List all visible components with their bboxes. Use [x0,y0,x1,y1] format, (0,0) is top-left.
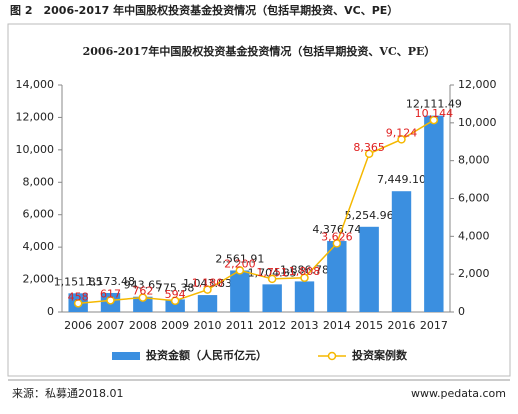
line-value-label: 617 [100,287,121,300]
line-value-label: 3,626 [321,230,353,243]
y-tick-label: 8,000 [23,175,55,188]
x-tick-label: 2013 [291,319,319,332]
bar-value-label: 2,561.91 [215,252,264,265]
legend-swatch [112,352,140,360]
y-tick-label: 2,000 [23,273,55,286]
figure-caption: 图 2 2006-2017 年中国股权投资基金投资情况（包括早期投资、VC、PE… [10,3,398,17]
x-tick-label: 2007 [97,319,125,332]
line-value-label: 458 [68,290,89,303]
bar [391,191,412,312]
x-tick-label: 2016 [388,319,416,332]
bar [165,299,185,312]
line-marker [170,296,180,306]
x-tick-label: 2014 [323,319,351,332]
bar [197,295,218,312]
bar-value-label: 12,111.49 [406,98,462,111]
bar-value-label: 5,254.96 [345,209,394,222]
bar [294,281,315,312]
line-value-label: 1,808 [289,265,321,278]
y-tick-label: 0 [47,305,54,318]
y-tick-label: 6,000 [23,208,55,221]
bar-value-label: 775.38 [156,281,195,294]
line-marker [235,266,245,275]
line [78,119,435,305]
chart-title: 2006-2017年中国股权投资基金投资情况（包括早期投资、VC、PE） [83,44,436,58]
footer-website: www.pedata.com [411,387,506,400]
x-tick-label: 2012 [258,319,286,332]
line-marker [429,115,439,125]
legend-swatch-marker [327,351,337,361]
line-marker [364,149,374,159]
line-value-label: 762 [132,285,153,298]
line-marker [203,285,212,294]
y2-tick-label: 10,000 [458,116,497,129]
bar-value-label: 7,449.10 [377,173,426,186]
legend-label: 投资案例数 [352,348,408,362]
bar-value-label: 1,043.83 [183,277,232,290]
bar-value-label: 4,376.74 [312,223,361,236]
legend-label: 投资金额（人民币亿元） [146,348,267,362]
x-tick-label: 2015 [355,319,383,332]
x-tick-label: 2009 [161,319,189,332]
line-value-label: 594 [165,288,186,301]
x-tick-label: 2017 [420,319,448,332]
bar [230,270,250,312]
footer-source: 来源：私募通2018.01 [12,386,124,400]
line-marker [138,293,148,302]
line-value-label: 1,180 [192,277,224,290]
line-marker [73,299,83,308]
bar [327,241,347,312]
x-tick-label: 2006 [64,319,92,332]
y2-tick-label: 0 [458,305,465,318]
y-tick-label: 12,000 [16,110,55,123]
line-marker [397,135,406,144]
line-value-label: 1,751 [256,266,288,279]
line-value-label: 8,365 [353,141,385,154]
y2-tick-label: 4,000 [458,229,490,242]
y-tick-label: 14,000 [16,78,55,91]
bar [133,296,153,312]
line-value-label: 9,124 [386,126,418,139]
line-marker [300,273,309,283]
y2-tick-label: 6,000 [458,192,490,205]
line-marker [332,239,342,248]
y-tick-label: 10,000 [16,143,55,156]
x-tick-label: 2010 [194,319,222,332]
bar [424,115,444,312]
bar [262,284,282,312]
line-marker [106,296,115,305]
line-marker [267,274,277,284]
y-tick-label: 4,000 [23,240,55,253]
bar-value-label: 943.65 [124,279,163,292]
y2-tick-label: 8,000 [458,154,490,167]
y2-tick-label: 2,000 [458,267,490,280]
x-tick-label: 2011 [226,319,254,332]
line-value-label: 2,200 [224,257,256,270]
bar [359,226,379,312]
x-tick-label: 2008 [129,319,157,332]
bar-value-label: 1,151.85 [54,275,103,288]
y2-tick-label: 12,000 [458,78,497,91]
bar-value-label: 1,886.78 [280,263,329,276]
line-value-label: 10,144 [415,107,454,120]
bar-value-label: 1,173.48 [86,275,135,288]
